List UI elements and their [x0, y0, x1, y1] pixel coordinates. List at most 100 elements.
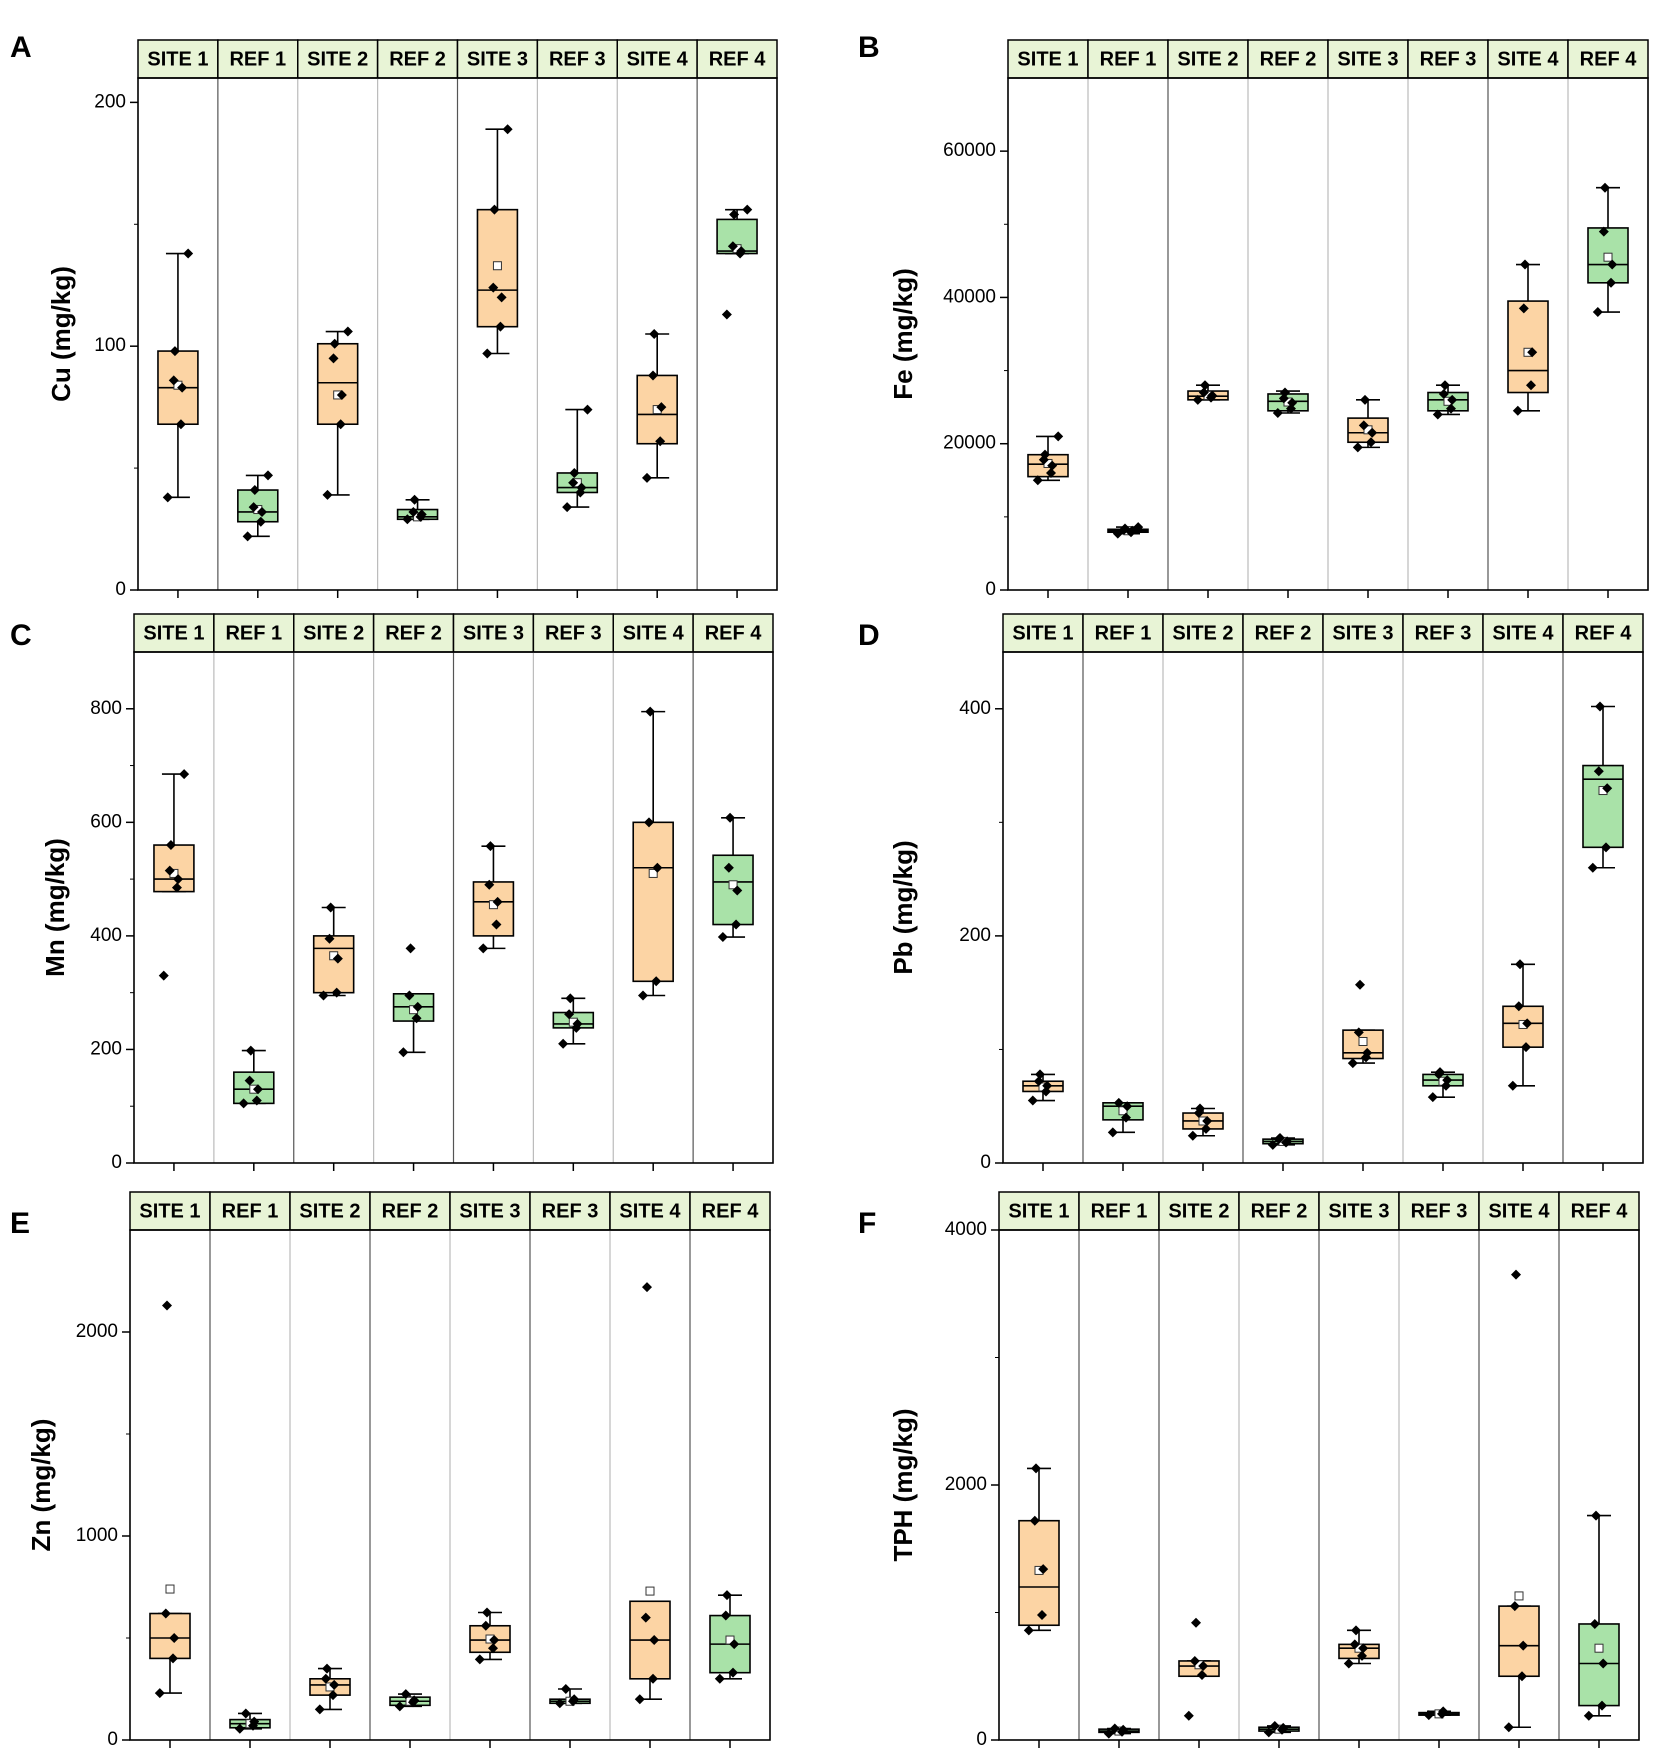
data-point [1103, 1728, 1114, 1739]
data-point [492, 896, 503, 907]
data-point [1351, 1625, 1361, 1636]
data-point [1446, 403, 1456, 414]
data-point [342, 326, 353, 337]
box-site-4 [1498, 1269, 1540, 1733]
data-point [240, 1708, 251, 1719]
box-site-4 [629, 1282, 671, 1705]
data-point [1522, 1018, 1533, 1029]
y-tick-label: 800 [90, 698, 122, 719]
data-point [1272, 407, 1283, 418]
box-site-2 [1182, 1103, 1224, 1141]
header-cell [1398, 1191, 1480, 1231]
data-point [318, 990, 329, 1001]
y-tick-label: 60000 [943, 140, 996, 161]
box-site-1 [1022, 1069, 1064, 1106]
data-point [725, 812, 736, 823]
header-label: SITE 3 [1337, 48, 1398, 70]
data-point [1029, 1515, 1040, 1526]
box-ref-1 [1107, 522, 1149, 539]
data-point [634, 1694, 645, 1705]
box-ref-2 [396, 494, 439, 525]
header-label: SITE 2 [299, 1200, 360, 1222]
header-cell [612, 613, 694, 653]
data-point [1593, 766, 1604, 777]
y-axis-label: Fe (mg/kg) [888, 268, 918, 399]
data-point [175, 419, 186, 430]
header-label: REF 1 [222, 1200, 279, 1222]
data-point [720, 1610, 731, 1621]
data-point [647, 370, 658, 381]
box-ref-4 [712, 812, 754, 943]
data-point [488, 282, 499, 293]
data-point [320, 1673, 331, 1684]
data-point [325, 902, 336, 913]
data-point [721, 309, 732, 320]
data-point [328, 1690, 338, 1701]
header-cell [1482, 613, 1564, 653]
data-point [165, 840, 176, 851]
y-axis-label: Zn (mg/kg) [26, 1419, 56, 1552]
iqr-box [1507, 300, 1549, 394]
data-point [164, 865, 175, 876]
data-point [1197, 1669, 1207, 1680]
data-point [1438, 1706, 1449, 1717]
iqr-box [153, 844, 195, 893]
data-point [495, 321, 506, 332]
box-ref-1 [237, 470, 279, 542]
data-point [245, 1045, 256, 1056]
plot-frame [129, 1229, 771, 1741]
header-label: REF 4 [705, 622, 763, 644]
data-point [565, 993, 576, 1004]
y-tick-label: 400 [90, 925, 122, 946]
y-tick-label: 0 [111, 1152, 122, 1173]
box-ref-3 [556, 404, 599, 513]
data-point [1201, 1123, 1211, 1134]
header-cell [692, 613, 774, 653]
data-point [329, 338, 340, 349]
data-point [1023, 1625, 1034, 1636]
header-cell [1562, 613, 1644, 653]
data-point [242, 531, 253, 542]
iqr-box [149, 1612, 191, 1660]
data-point [1595, 701, 1605, 712]
data-point [1280, 387, 1290, 398]
data-point [1198, 1661, 1209, 1672]
data-point [1027, 1095, 1038, 1106]
data-point [582, 404, 593, 415]
data-point [1589, 1618, 1600, 1629]
header-label: REF 4 [702, 1200, 760, 1222]
header-label: SITE 2 [1177, 48, 1238, 70]
header-cell [217, 39, 299, 79]
box-site-3 [1347, 394, 1389, 453]
panel-d: D Pb (mg/kg) SITE 1 REF 1 SITE 2 REF 2 SITE 3 R… [858, 613, 1644, 1173]
header-label: REF 4 [1575, 622, 1633, 644]
header-cell [1558, 1191, 1640, 1231]
header-cell [1322, 613, 1404, 653]
data-point [244, 1075, 255, 1086]
data-point [1503, 1722, 1514, 1733]
box-site-3 [1338, 1625, 1380, 1669]
data-point [1438, 388, 1449, 399]
box-ref-4 [1578, 1510, 1620, 1721]
header-label: SITE 4 [1488, 1200, 1550, 1222]
panel-label: A [10, 31, 32, 64]
box-site-3 [1342, 979, 1384, 1069]
data-point [255, 516, 266, 527]
data-point [727, 241, 738, 252]
data-point [569, 467, 580, 478]
y-tick-label: 40000 [943, 286, 996, 307]
data-point [154, 1688, 165, 1699]
data-point [1527, 347, 1538, 358]
data-point [1275, 1133, 1285, 1144]
header-label: REF 3 [1411, 1200, 1468, 1222]
data-point [502, 124, 513, 135]
data-point [1343, 1658, 1354, 1669]
header-label: REF 3 [549, 48, 606, 70]
box-ref-2 [1262, 1133, 1304, 1150]
box-ref-1 [1098, 1723, 1140, 1739]
iqr-box [632, 821, 674, 983]
data-point [329, 1679, 340, 1690]
header-label: REF 4 [1571, 1200, 1629, 1222]
header-cell [1162, 613, 1244, 653]
data-point [736, 246, 747, 257]
